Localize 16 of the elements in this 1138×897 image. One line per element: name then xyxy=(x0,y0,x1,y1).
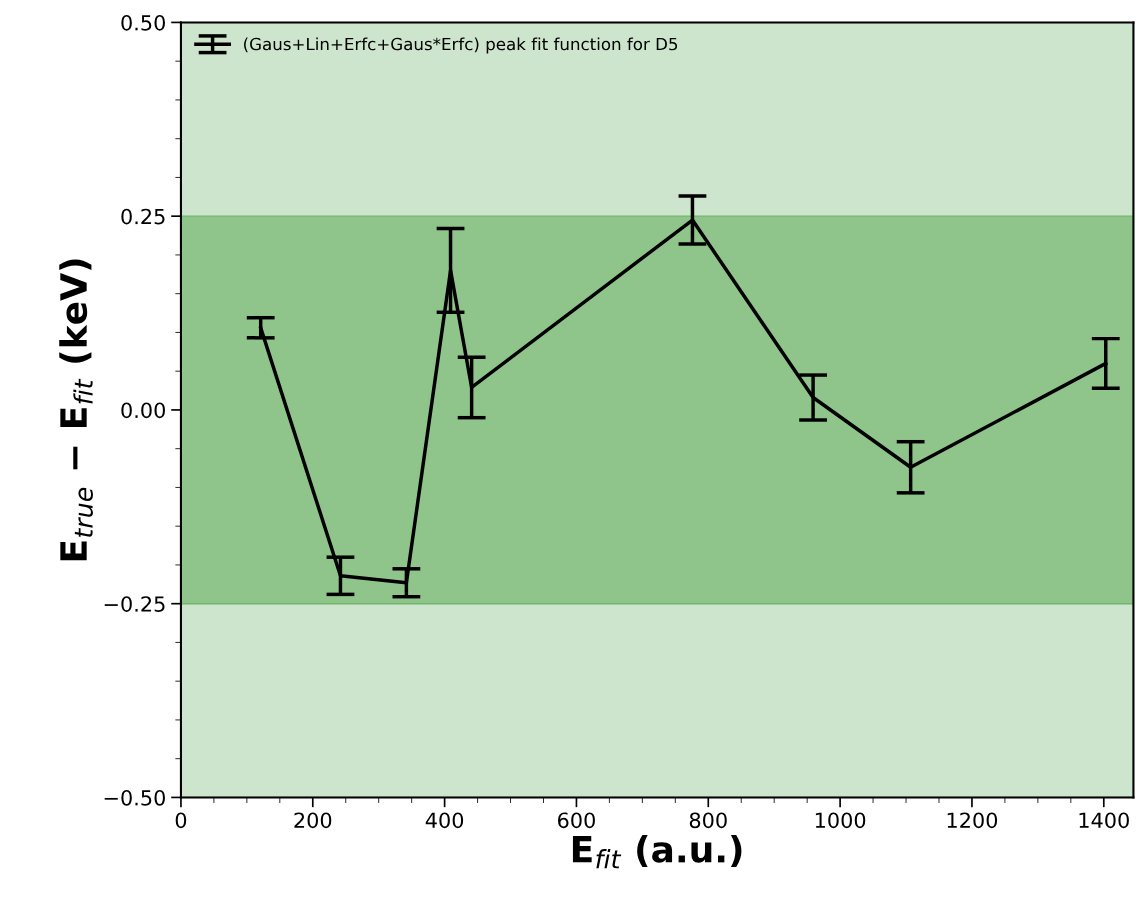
x-tick-label: 1000 xyxy=(815,812,866,829)
x-axis-title: E$_{fit}$ (a.u.) xyxy=(572,834,742,869)
x-tick-label: 1400 xyxy=(1079,812,1129,829)
y-tick-label: −0.25 xyxy=(104,596,165,612)
x-tick-label: 800 xyxy=(689,812,727,829)
x-tick-label: 600 xyxy=(558,812,595,829)
y-tick-label: 0.00 xyxy=(121,402,165,419)
y-axis-title: E$_{true}$ − E$_{fit}$ (keV) xyxy=(59,259,93,561)
y-tick-label: 0.25 xyxy=(121,208,165,225)
x-tick-label: 0 xyxy=(175,812,187,829)
x-tick-label: 200 xyxy=(294,812,332,829)
legend-label: (Gaus+Lin+Erfc+Gaus*Erfc) peak fit function for D5 xyxy=(244,37,678,54)
x-tick-label: 1200 xyxy=(947,812,998,829)
x-tick-label: 400 xyxy=(425,812,464,829)
y-tick-label: −0.50 xyxy=(104,789,165,806)
y-tick-label: 0.50 xyxy=(121,14,165,31)
